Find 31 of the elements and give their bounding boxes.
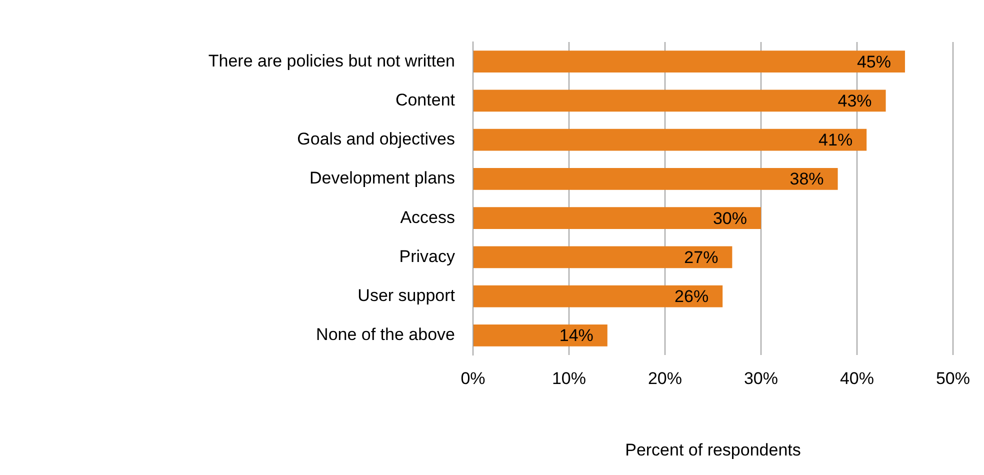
x-tick-label: 0% bbox=[460, 368, 486, 388]
y-tick-label: User support bbox=[358, 286, 456, 305]
x-axis-title: Percent of respondents bbox=[625, 440, 801, 460]
y-tick-label: Content bbox=[395, 90, 456, 110]
data-label: 38% bbox=[790, 170, 824, 189]
y-tick-label: Development plans bbox=[309, 168, 455, 188]
data-label: 27% bbox=[684, 248, 718, 267]
data-label: 45% bbox=[856, 52, 891, 72]
bar bbox=[474, 90, 886, 112]
x-tick-label: 50% bbox=[936, 368, 970, 388]
data-label: 41% bbox=[818, 130, 853, 150]
bar bbox=[474, 128, 867, 151]
y-tick-label: Privacy bbox=[399, 246, 456, 266]
data-label: 14% bbox=[559, 326, 594, 346]
bar bbox=[474, 285, 723, 308]
x-tick-label: 10% bbox=[552, 368, 586, 388]
bar bbox=[474, 246, 732, 268]
y-tick-label: Goals and objectives bbox=[297, 130, 455, 148]
y-tick-label: There are policies but not written bbox=[208, 51, 455, 70]
x-tick-label: 30% bbox=[744, 368, 778, 388]
bar bbox=[474, 168, 838, 190]
data-label: 43% bbox=[838, 91, 872, 110]
bar bbox=[474, 324, 608, 346]
x-tick-label: 20% bbox=[648, 368, 682, 388]
x-tick-label: 40% bbox=[840, 368, 874, 388]
y-tick-label: None of the above bbox=[316, 325, 455, 344]
bar bbox=[474, 207, 761, 230]
data-label: 30% bbox=[712, 208, 747, 228]
y-tick-label: Access bbox=[400, 208, 455, 227]
bar bbox=[474, 50, 905, 73]
data-label: 26% bbox=[674, 287, 709, 306]
